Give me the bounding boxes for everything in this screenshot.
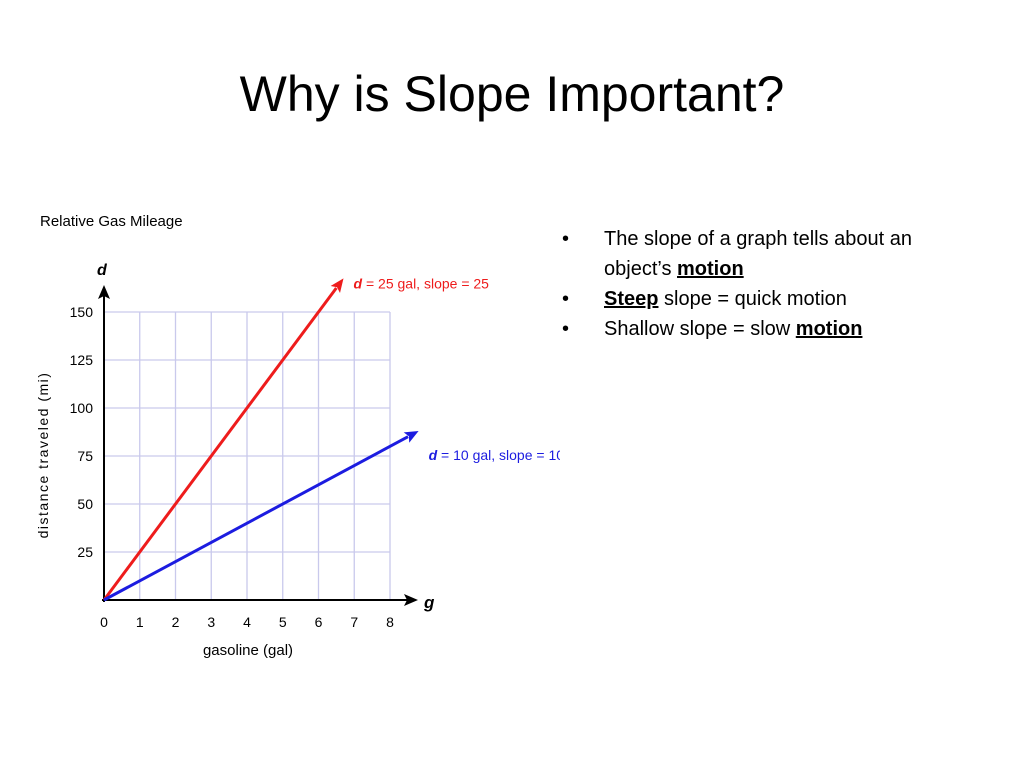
- series-label: d = 25 gal, slope = 25: [354, 275, 490, 291]
- bullet-item: • The slope of a graph tells about an obj…: [558, 224, 978, 284]
- emphasized-text: motion: [677, 258, 744, 280]
- bullet-item: • Shallow slope = slow motion: [558, 314, 978, 344]
- series-line: [103, 435, 409, 602]
- chart-axes: [98, 285, 418, 606]
- slide-title: Why is Slope Important?: [239, 66, 785, 122]
- bullet-marker: •: [562, 288, 570, 310]
- bullet-text: Shallow slope = slow: [604, 318, 796, 340]
- series-label-variable: d: [429, 447, 438, 463]
- series-line: [102, 287, 338, 601]
- series-arrow-icon: [330, 278, 344, 293]
- x-tick-label: 4: [243, 614, 251, 630]
- y-axis-label: distance traveled (mi): [35, 372, 51, 539]
- y-tick-label: 75: [77, 448, 93, 464]
- chart-title: Relative Gas Mileage: [40, 213, 183, 230]
- y-tick-label: 150: [70, 304, 94, 320]
- y-tick-label: 25: [77, 544, 93, 560]
- emphasized-text: Steep: [604, 288, 659, 310]
- bullet-text: The slope of a graph tells about an obje…: [604, 228, 912, 280]
- x-tick-label: 7: [350, 614, 358, 630]
- emphasized-text: motion: [795, 318, 863, 340]
- x-tick-label: 2: [172, 614, 180, 630]
- bullet-marker: •: [562, 228, 570, 250]
- y-tick-label: 125: [70, 352, 94, 368]
- x-axis-arrow-icon: [404, 594, 418, 606]
- y-axis-arrow-icon: [98, 285, 110, 299]
- bullet-item: • Steep slope = quick motion: [558, 284, 978, 314]
- y-tick-label: 100: [70, 400, 94, 416]
- chart-grid: [104, 311, 391, 600]
- series-label-variable: d: [354, 275, 363, 291]
- x-tick-label: 8: [386, 614, 394, 630]
- x-tick-label: 1: [136, 614, 144, 630]
- x-tick-label: 6: [315, 614, 323, 630]
- x-tick-label: 3: [207, 614, 215, 630]
- x-axis-label: gasoline (gal): [203, 642, 293, 659]
- chart-series: d = 25 gal, slope = 25d = 10 gal, slope …: [102, 275, 560, 602]
- bullet-list: • The slope of a graph tells about an obj…: [558, 224, 978, 344]
- x-tick-label: 0: [100, 614, 108, 630]
- series-label-text: = 25 gal, slope = 25: [362, 275, 489, 291]
- series-label-text: = 10 gal, slope = 10: [437, 447, 560, 463]
- bullet-text: slope = quick motion: [658, 288, 847, 310]
- x-axis-letter: g: [423, 593, 435, 612]
- y-tick-label: 50: [77, 496, 93, 512]
- gas-mileage-chart: Relative Gas Mileage 0 1 2 3 4 5 6 7 8 25 50 75 100 1…: [35, 213, 560, 659]
- x-tick-label: 5: [279, 614, 287, 630]
- series-arrow-icon: [403, 431, 419, 443]
- chart-tick-labels: 0 1 2 3 4 5 6 7 8 25 50 75 100 125 150: [70, 304, 394, 630]
- y-axis-letter: d: [97, 262, 108, 279]
- series-label: d = 10 gal, slope = 10: [429, 447, 560, 463]
- bullet-marker: •: [562, 318, 570, 340]
